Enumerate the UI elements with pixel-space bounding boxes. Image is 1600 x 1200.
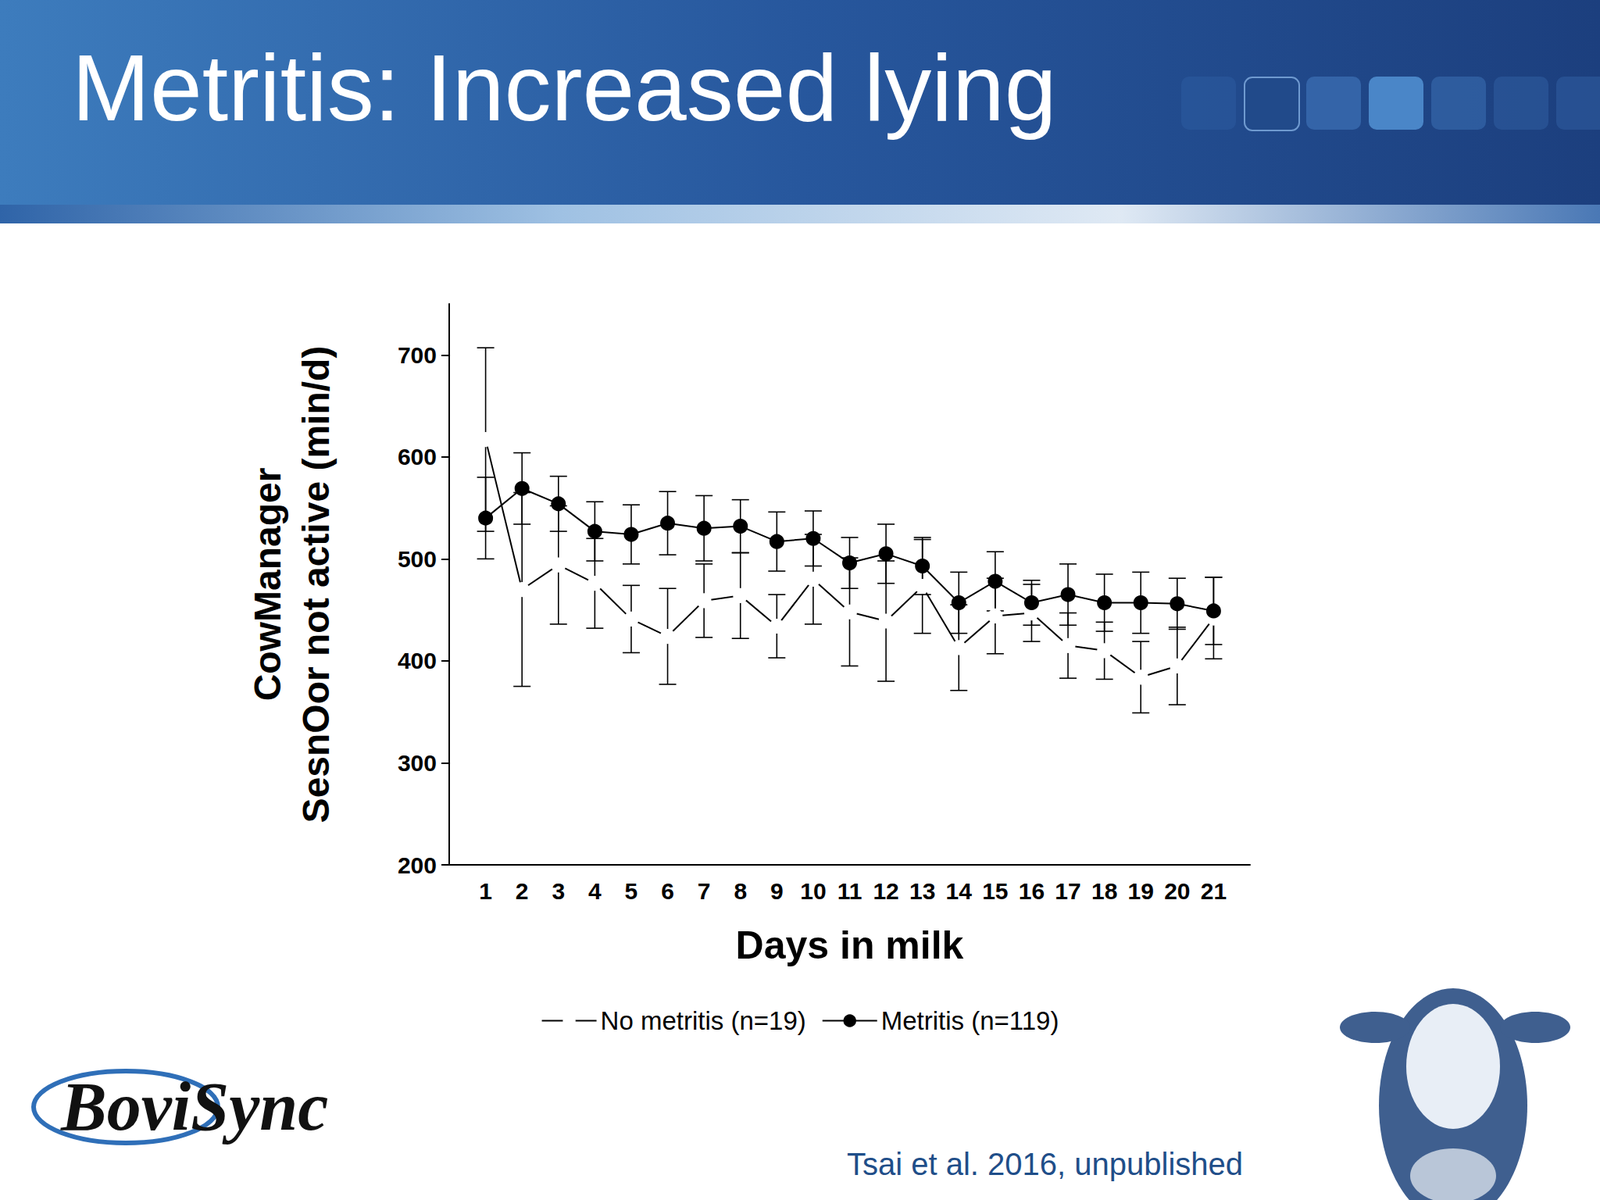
svg-text:200: 200 bbox=[397, 852, 437, 879]
svg-text:16: 16 bbox=[1018, 878, 1045, 904]
svg-text:400: 400 bbox=[397, 647, 437, 674]
svg-text:12: 12 bbox=[872, 878, 899, 904]
svg-text:300: 300 bbox=[397, 750, 437, 776]
svg-text:9: 9 bbox=[770, 878, 784, 904]
svg-text:No metritis (n=19): No metritis (n=19) bbox=[600, 1006, 807, 1036]
svg-text:18: 18 bbox=[1091, 878, 1118, 904]
svg-text:15: 15 bbox=[982, 878, 1008, 904]
svg-text:SesnOor not active (min/d): SesnOor not active (min/d) bbox=[295, 346, 337, 824]
svg-text:2: 2 bbox=[515, 878, 529, 904]
svg-text:Metritis (n=119): Metritis (n=119) bbox=[881, 1006, 1060, 1036]
svg-text:700: 700 bbox=[397, 342, 437, 368]
svg-text:Metritis: Increased lying: Metritis: Increased lying bbox=[71, 35, 1057, 140]
svg-text:500: 500 bbox=[397, 546, 437, 572]
svg-text:19: 19 bbox=[1128, 878, 1154, 904]
svg-text:Days in milk: Days in milk bbox=[735, 923, 965, 968]
svg-text:600: 600 bbox=[397, 443, 437, 470]
svg-text:10: 10 bbox=[800, 878, 826, 904]
svg-text:14: 14 bbox=[946, 878, 973, 904]
svg-text:17: 17 bbox=[1054, 878, 1081, 904]
svg-text:1: 1 bbox=[478, 878, 493, 904]
svg-text:21: 21 bbox=[1200, 878, 1227, 904]
svg-text:Tsai et al. 2016, unpublished: Tsai et al. 2016, unpublished bbox=[846, 1146, 1243, 1182]
svg-text:8: 8 bbox=[733, 878, 747, 904]
svg-text:BoviSync: BoviSync bbox=[60, 1068, 329, 1145]
svg-text:4: 4 bbox=[588, 878, 602, 904]
svg-text:13: 13 bbox=[909, 878, 936, 904]
svg-text:CowManager: CowManager bbox=[246, 467, 289, 702]
svg-text:20: 20 bbox=[1164, 878, 1190, 904]
svg-text:6: 6 bbox=[660, 878, 675, 904]
svg-text:5: 5 bbox=[625, 878, 639, 904]
svg-text:3: 3 bbox=[551, 878, 565, 904]
svg-text:7: 7 bbox=[697, 878, 711, 904]
svg-text:11: 11 bbox=[837, 878, 863, 904]
